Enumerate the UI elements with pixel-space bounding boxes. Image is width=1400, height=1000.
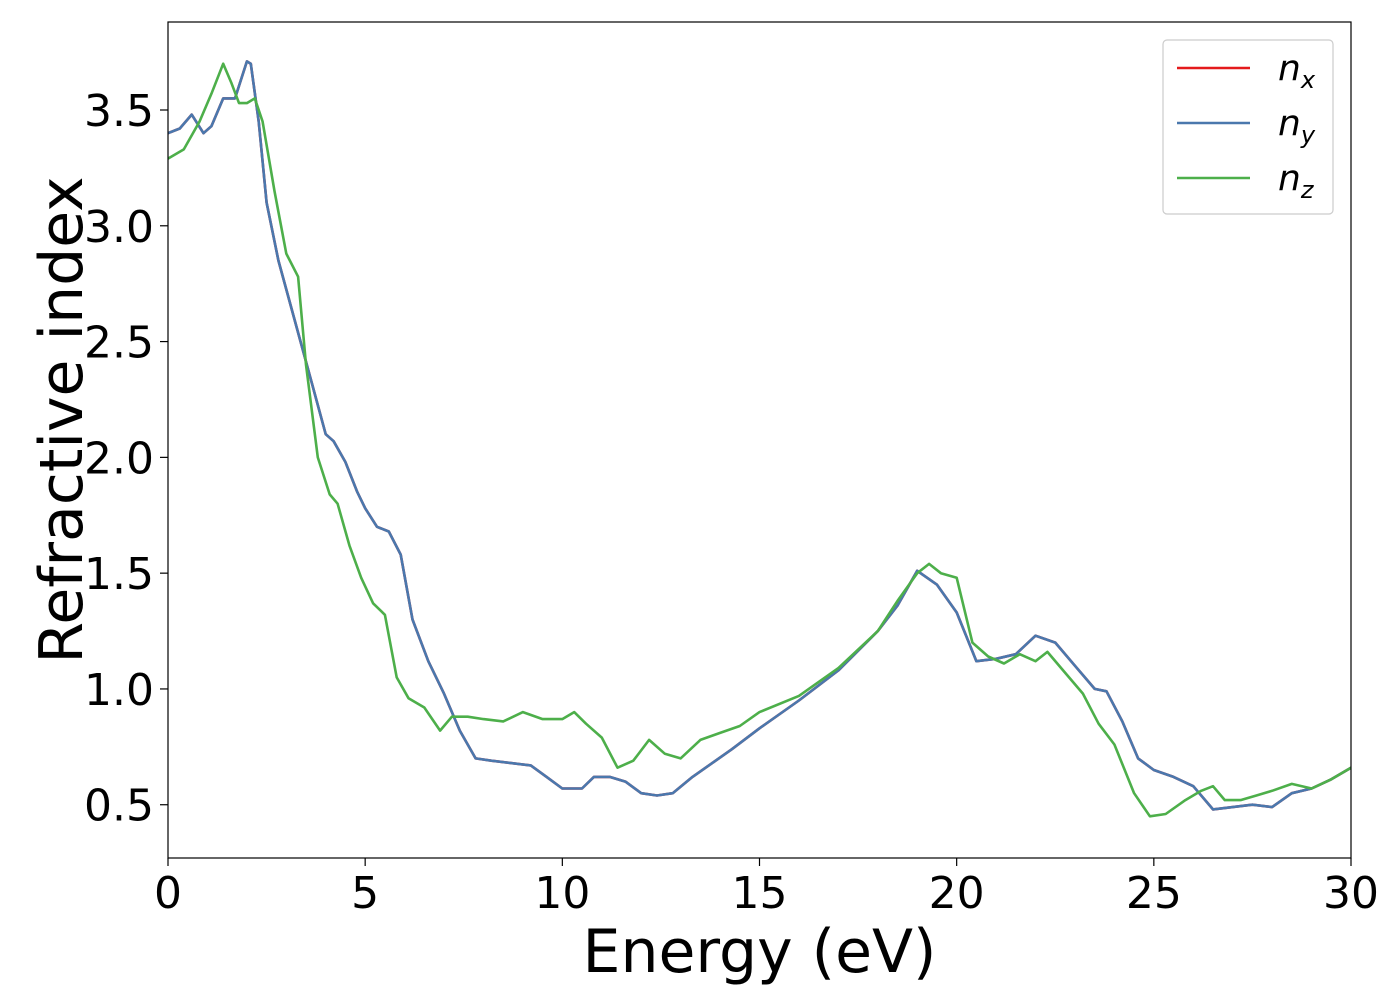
y-tick-label: 3.5	[84, 86, 154, 137]
series-layer	[168, 60, 1351, 818]
y-tick-label: 1.0	[84, 665, 154, 716]
y-tick-label: 1.5	[84, 549, 154, 600]
x-tick-label: 25	[1126, 868, 1182, 919]
x-tick-label: 30	[1323, 868, 1379, 919]
legend-box	[1162, 39, 1334, 215]
y-tick-label: 2.5	[84, 318, 154, 369]
x-tick-label: 5	[351, 868, 379, 919]
x-tick-label: 10	[534, 868, 590, 919]
x-tick-label: 20	[929, 868, 985, 919]
x-axis-title: Energy (eV)	[583, 917, 937, 987]
legend-label-n_z: nz	[1278, 158, 1315, 204]
x-tick-label: 15	[732, 868, 788, 919]
x-tick-label: 0	[154, 868, 182, 919]
legend-label-n_y: ny	[1278, 103, 1316, 149]
x-axis: 0 5 10 15 20 25 30	[154, 858, 1379, 919]
series-line-n_y	[168, 60, 1351, 811]
legend: nx ny nz	[1162, 39, 1334, 215]
legend-label-n_x: nx	[1278, 48, 1316, 94]
y-axis: 0.5 1.0 1.5 2.0 2.5 3.0 3.5	[84, 86, 168, 832]
y-axis-title: Refractive index	[27, 176, 97, 663]
y-tick-label: 3.0	[84, 202, 154, 253]
y-tick-label: 2.0	[84, 433, 154, 484]
y-tick-label: 0.5	[84, 781, 154, 832]
series-line-n_z	[168, 62, 1351, 818]
